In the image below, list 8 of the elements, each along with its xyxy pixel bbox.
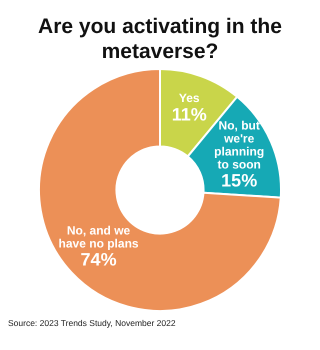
data-label: 74%	[80, 250, 117, 270]
source-note: Source: 2023 Trends Study, November 2022	[8, 318, 176, 328]
data-label: 11%	[172, 104, 207, 124]
data-label: 15%	[221, 170, 258, 191]
chart-title: Are you activating in the metaverse?	[37, 14, 283, 64]
slice-label: Yes	[178, 91, 200, 106]
slice-label: No, but we're planning to soon	[214, 118, 264, 172]
slice-label: No, and we have no plans	[58, 224, 139, 251]
